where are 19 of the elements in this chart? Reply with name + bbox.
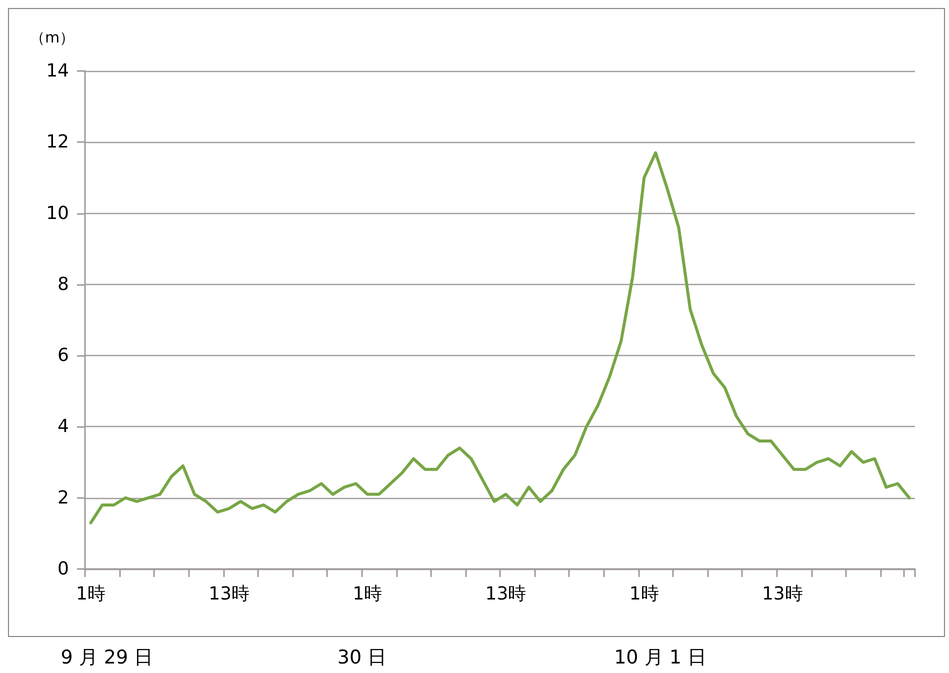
text: 10 月 1 日 bbox=[614, 646, 706, 668]
text: 30 日 bbox=[337, 646, 387, 668]
y-tick-label: 10 bbox=[46, 202, 69, 224]
x-tick-label: 1時 bbox=[76, 584, 106, 604]
text: 9 月 29 日 bbox=[60, 646, 154, 668]
y-tick-label: 4 bbox=[58, 416, 69, 438]
x-tick-label: 13時 bbox=[485, 584, 526, 604]
y-tick-label: 8 bbox=[58, 274, 69, 295]
y-axis-title: （m） bbox=[30, 28, 75, 46]
line-series bbox=[89, 151, 911, 524]
y-tick-label: 12 bbox=[46, 132, 69, 153]
x-tick-label: 13時 bbox=[762, 584, 803, 604]
y-tick-label: 0 bbox=[58, 558, 69, 580]
y-tick-label: 6 bbox=[58, 345, 69, 366]
x-tick-label: 13時 bbox=[208, 584, 250, 604]
x-tick-label: 1時 bbox=[629, 584, 659, 604]
y-tick-label: 14 bbox=[46, 60, 69, 82]
y-tick-label: 2 bbox=[58, 487, 69, 508]
x-tick-label: 1時 bbox=[352, 584, 382, 604]
